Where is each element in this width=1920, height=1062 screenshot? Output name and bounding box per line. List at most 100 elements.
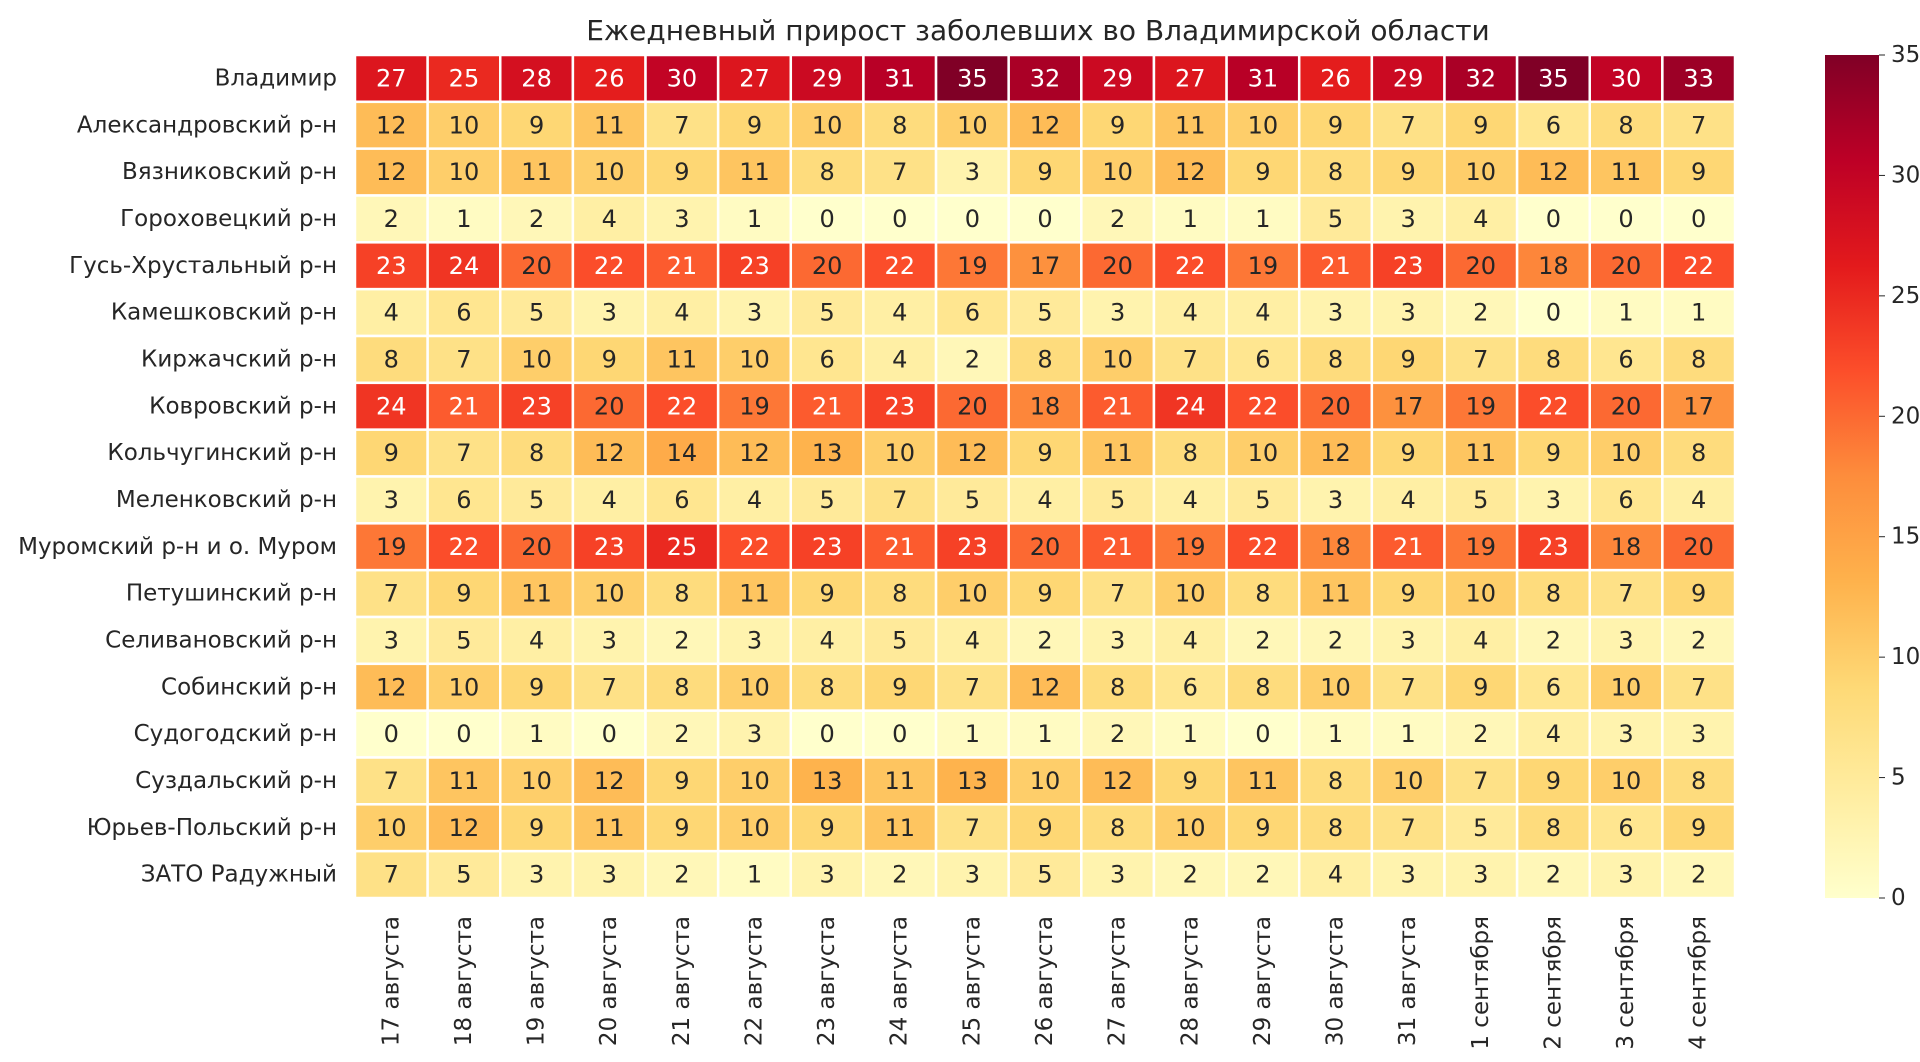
- cell-value-label: 11: [594, 814, 625, 842]
- cell-value-label: 0: [1618, 205, 1633, 233]
- cell-value-label: 10: [957, 580, 988, 608]
- cell-value-label: 18: [1611, 533, 1642, 561]
- cell-value-label: 11: [521, 158, 552, 186]
- cell-value-label: 22: [1248, 533, 1279, 561]
- cell-value-label: 10: [1030, 767, 1061, 795]
- heatmap-cell: [1370, 334, 1446, 385]
- heatmap-cell: [862, 849, 938, 900]
- cell-value-label: 4: [747, 486, 762, 514]
- cell-value-label: 6: [1618, 814, 1633, 842]
- row-tick-label: Кольчугинский р-н: [107, 440, 337, 466]
- cell-value-label: 3: [1401, 299, 1416, 327]
- cell-value-label: 8: [1546, 345, 1561, 373]
- cell-value-label: 9: [1255, 814, 1270, 842]
- heatmap-cell: [1443, 428, 1519, 478]
- cell-value-label: 1: [1183, 205, 1198, 233]
- cell-value-label: 6: [1183, 673, 1198, 701]
- heatmap-cell: [353, 522, 429, 572]
- cell-value-label: 3: [1110, 626, 1125, 654]
- cell-value-label: 10: [1102, 158, 1133, 186]
- cell-value-label: 0: [819, 205, 834, 233]
- heatmap-cell: [571, 100, 647, 150]
- cell-value-label: 33: [1683, 64, 1714, 92]
- cell-value-label: 6: [1618, 486, 1633, 514]
- heatmap-cell: [1152, 803, 1228, 853]
- cell-value-label: 22: [739, 533, 770, 561]
- heatmap-cell: [1515, 100, 1591, 150]
- cell-value-label: 12: [1175, 158, 1206, 186]
- cell-value-label: 6: [456, 486, 471, 514]
- heatmap-cell: [934, 287, 1010, 338]
- cell-value-label: 0: [892, 205, 907, 233]
- cell-value-label: 7: [1183, 345, 1198, 373]
- heatmap-cell: [1370, 381, 1446, 431]
- cell-value-label: 8: [1618, 111, 1633, 139]
- cell-value-label: 32: [1030, 64, 1061, 92]
- column-tick-label: 31 августа: [1395, 916, 1421, 1046]
- cell-value-label: 3: [1110, 299, 1125, 327]
- cell-value-label: 8: [1328, 814, 1343, 842]
- row-tick-label: Киржачский р-н: [141, 346, 337, 372]
- cell-value-label: 8: [1328, 767, 1343, 795]
- cell-value-label: 12: [594, 439, 625, 467]
- cell-value-label: 12: [1030, 673, 1061, 701]
- cell-value-label: 3: [1691, 720, 1706, 748]
- heatmap-cell: [353, 287, 429, 338]
- cell-value-label: 3: [529, 861, 544, 889]
- cell-value-label: 23: [1393, 252, 1424, 280]
- cell-value-label: 5: [892, 626, 907, 654]
- cell-value-label: 7: [384, 861, 399, 889]
- row-tick-label: Петушинский р-н: [126, 581, 337, 607]
- cell-value-label: 0: [1037, 205, 1052, 233]
- heatmap-cell: [1661, 568, 1737, 619]
- cell-value-label: 6: [1546, 673, 1561, 701]
- column-tick-label: 17 августа: [378, 916, 404, 1046]
- cell-value-label: 7: [456, 439, 471, 467]
- cell-value-label: 8: [1691, 345, 1706, 373]
- cell-value-label: 9: [1691, 580, 1706, 608]
- cell-value-label: 5: [456, 626, 471, 654]
- cell-value-label: 5: [456, 861, 471, 889]
- heatmap-cell: [1588, 803, 1664, 853]
- heatmap-cell: [716, 241, 793, 291]
- cell-value-label: 3: [1328, 486, 1343, 514]
- row-tick-label: Гусь-Хрустальный р-н: [69, 253, 337, 279]
- heatmap-cell: [571, 803, 647, 853]
- heatmap-cell: [571, 287, 647, 338]
- cell-value-label: 11: [594, 111, 625, 139]
- column-tick-label: 23 августа: [814, 916, 840, 1046]
- heatmap-cell: [934, 428, 1010, 478]
- heatmap-cell: [1588, 194, 1664, 244]
- cell-value-label: 19: [1466, 533, 1497, 561]
- cell-value-label: 9: [892, 673, 907, 701]
- cell-value-label: 35: [957, 64, 988, 92]
- cell-value-label: 12: [449, 814, 480, 842]
- column-tick-label: 29 августа: [1250, 916, 1276, 1046]
- cell-value-label: 23: [594, 533, 625, 561]
- heatmap-cell: [1443, 53, 1519, 104]
- cell-value-label: 0: [1691, 205, 1706, 233]
- cell-value-label: 9: [1401, 580, 1416, 608]
- cell-value-label: 1: [965, 720, 980, 748]
- cell-value-label: 0: [1546, 205, 1561, 233]
- cell-value-label: 22: [884, 252, 915, 280]
- heatmap-cell: [1588, 475, 1664, 525]
- heatmap-cell: [1588, 662, 1664, 712]
- cell-value-label: 23: [376, 252, 407, 280]
- cell-value-label: 20: [957, 392, 988, 420]
- cell-value-label: 4: [1183, 626, 1198, 654]
- cell-value-label: 3: [1473, 861, 1488, 889]
- heatmap-cell: [862, 475, 938, 525]
- cell-value-label: 19: [1175, 533, 1206, 561]
- cell-value-label: 10: [1393, 767, 1424, 795]
- heatmap-cell: [1152, 194, 1228, 244]
- column-tick-label: 27 августа: [1105, 916, 1131, 1046]
- heatmap-cell: [1152, 849, 1228, 900]
- row-tick-label: Камешковский р-н: [111, 300, 337, 326]
- heatmap-cell: [1297, 53, 1374, 104]
- cell-value-label: 4: [1183, 299, 1198, 327]
- heatmap-cell: [789, 147, 865, 197]
- cell-value-label: 7: [892, 486, 907, 514]
- heatmap-cell: [426, 241, 502, 291]
- cell-value-label: 8: [892, 580, 907, 608]
